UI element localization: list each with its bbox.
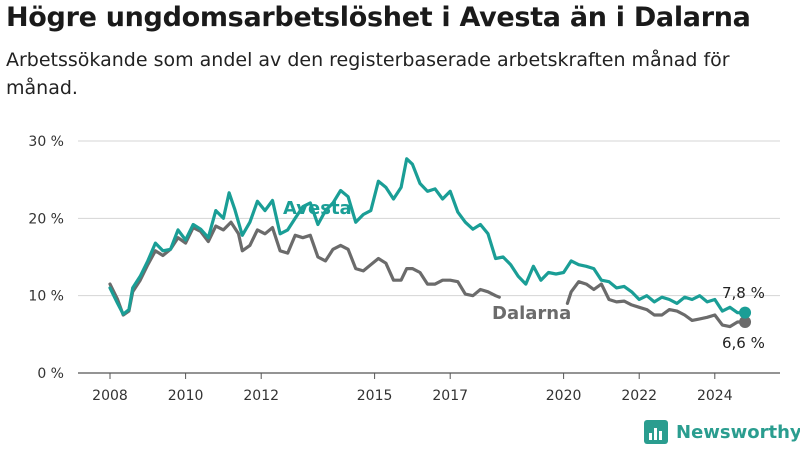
brand-name: Newsworthy — [676, 421, 800, 443]
chart-title: Högre ungdomsarbetslöshet i Avesta än i … — [6, 2, 751, 33]
x-tick-label: 2020 — [546, 388, 582, 404]
y-tick-label: 20 % — [28, 211, 64, 227]
end-labels: 7,8 % 6,6 % — [722, 284, 765, 352]
end-label-dalarna: 6,6 % — [722, 334, 765, 352]
y-tick-label: 30 % — [28, 134, 64, 150]
x-tick-label: 2024 — [697, 388, 733, 404]
end-point-avesta — [739, 306, 752, 319]
end-label-avesta: 7,8 % — [722, 284, 765, 302]
y-tick-label: 10 % — [28, 289, 64, 305]
newsworthy-logo: Newsworthy — [644, 420, 800, 444]
y-tick-label: 0 % — [37, 366, 64, 382]
series-line-dalarna — [108, 220, 747, 329]
x-tick-label: 2010 — [168, 388, 204, 404]
x-tick-label: 2017 — [432, 388, 468, 404]
bar-chart-icon — [644, 420, 668, 444]
x-axis: 2008 2010 2012 2015 2017 2020 2022 2024 — [92, 373, 733, 404]
gridlines — [78, 140, 780, 374]
x-tick-label: 2015 — [357, 388, 393, 404]
series-lines — [108, 157, 752, 329]
x-tick-label: 2012 — [243, 388, 279, 404]
series-label-avesta: Avesta — [283, 198, 352, 219]
series-label-dalarna: Dalarna — [492, 303, 571, 324]
x-tick-label: 2022 — [621, 388, 657, 404]
series-line-avesta — [108, 157, 747, 316]
series-labels: Avesta Dalarna — [283, 198, 571, 324]
x-tick-label: 2008 — [92, 388, 128, 404]
y-axis: 0 % 10 % 20 % 30 % — [28, 134, 64, 382]
end-point-dalarna — [739, 315, 752, 328]
chart-subtitle: Arbetssökande som andel av den registerb… — [6, 49, 730, 99]
